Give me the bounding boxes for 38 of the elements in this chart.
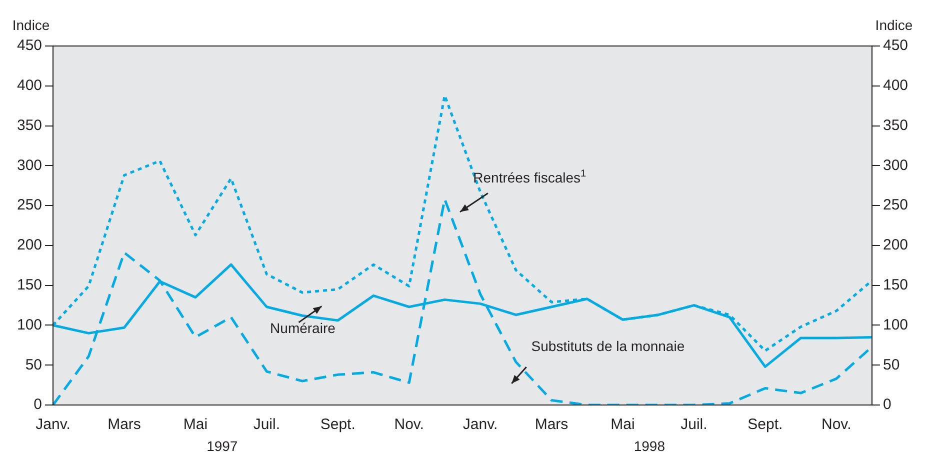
y-tick-label: 250 [16, 196, 42, 214]
y2-tick-label: 450 [882, 37, 908, 54]
series-label: Numéraire [270, 320, 336, 336]
y2-tick-label: 400 [882, 77, 908, 94]
y2-tick-label: 100 [882, 316, 908, 334]
x-tick-label: Janv. [462, 416, 498, 434]
x-tick-label: Nov. [394, 416, 424, 434]
text: 1997 [206, 438, 238, 454]
y-tick-label: 0 [34, 396, 42, 414]
y2-tick-label: 50 [882, 356, 900, 374]
y2-tick-label: 150 [882, 276, 908, 294]
y-axis-title: Indice [12, 17, 50, 33]
y-tick-label: 350 [16, 116, 42, 134]
y-tick-label: 50 [25, 356, 42, 374]
x-tick-label: Sept. [748, 416, 783, 434]
series-label: Substituts de la monnaie [531, 338, 685, 354]
y-tick-label: 100 [16, 316, 42, 334]
x-tick-label: Mai [610, 416, 635, 434]
y-tick-label: 400 [16, 77, 42, 94]
y-tick-label: 200 [16, 236, 42, 254]
x-tick-label: Juil. [680, 416, 708, 434]
x-tick-label: Mars [534, 416, 568, 434]
x-tick-label: Nov. [822, 416, 852, 434]
y2-tick-label: 0 [882, 396, 892, 414]
y2-axis-title: Indice [875, 17, 913, 33]
x-tick-label: Mai [183, 416, 208, 434]
y2-tick-label: 250 [882, 196, 908, 214]
x-tick-label: Janv. [36, 416, 70, 434]
text: 1998 [634, 438, 666, 454]
x-tick-label: Sept. [320, 416, 356, 434]
y2-tick-label: 300 [882, 156, 908, 174]
y-tick-label: 300 [16, 156, 42, 174]
y2-tick-label: 350 [882, 116, 908, 134]
y-tick-label: 150 [16, 276, 42, 294]
x-tick-label: Juil. [253, 416, 280, 434]
y-tick-label: 450 [16, 37, 42, 54]
y2-tick-label: 200 [882, 236, 908, 254]
x-tick-label: Mars [108, 416, 141, 434]
